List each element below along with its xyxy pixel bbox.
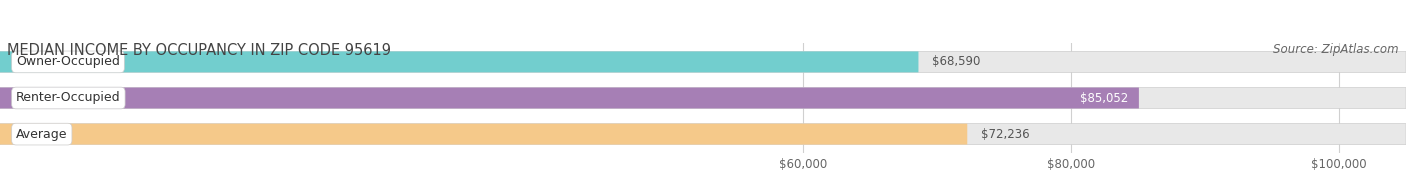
Text: Average: Average bbox=[15, 128, 67, 141]
Text: Renter-Occupied: Renter-Occupied bbox=[15, 92, 121, 104]
FancyBboxPatch shape bbox=[0, 51, 1406, 72]
FancyBboxPatch shape bbox=[0, 51, 918, 72]
FancyBboxPatch shape bbox=[0, 124, 1406, 145]
FancyBboxPatch shape bbox=[0, 88, 1139, 108]
Text: Owner-Occupied: Owner-Occupied bbox=[15, 55, 120, 68]
FancyBboxPatch shape bbox=[0, 124, 967, 145]
Text: Source: ZipAtlas.com: Source: ZipAtlas.com bbox=[1274, 43, 1399, 56]
FancyBboxPatch shape bbox=[0, 88, 1406, 108]
Text: MEDIAN INCOME BY OCCUPANCY IN ZIP CODE 95619: MEDIAN INCOME BY OCCUPANCY IN ZIP CODE 9… bbox=[7, 43, 391, 58]
Text: $85,052: $85,052 bbox=[1080, 92, 1128, 104]
Text: $72,236: $72,236 bbox=[980, 128, 1029, 141]
Text: $68,590: $68,590 bbox=[932, 55, 980, 68]
